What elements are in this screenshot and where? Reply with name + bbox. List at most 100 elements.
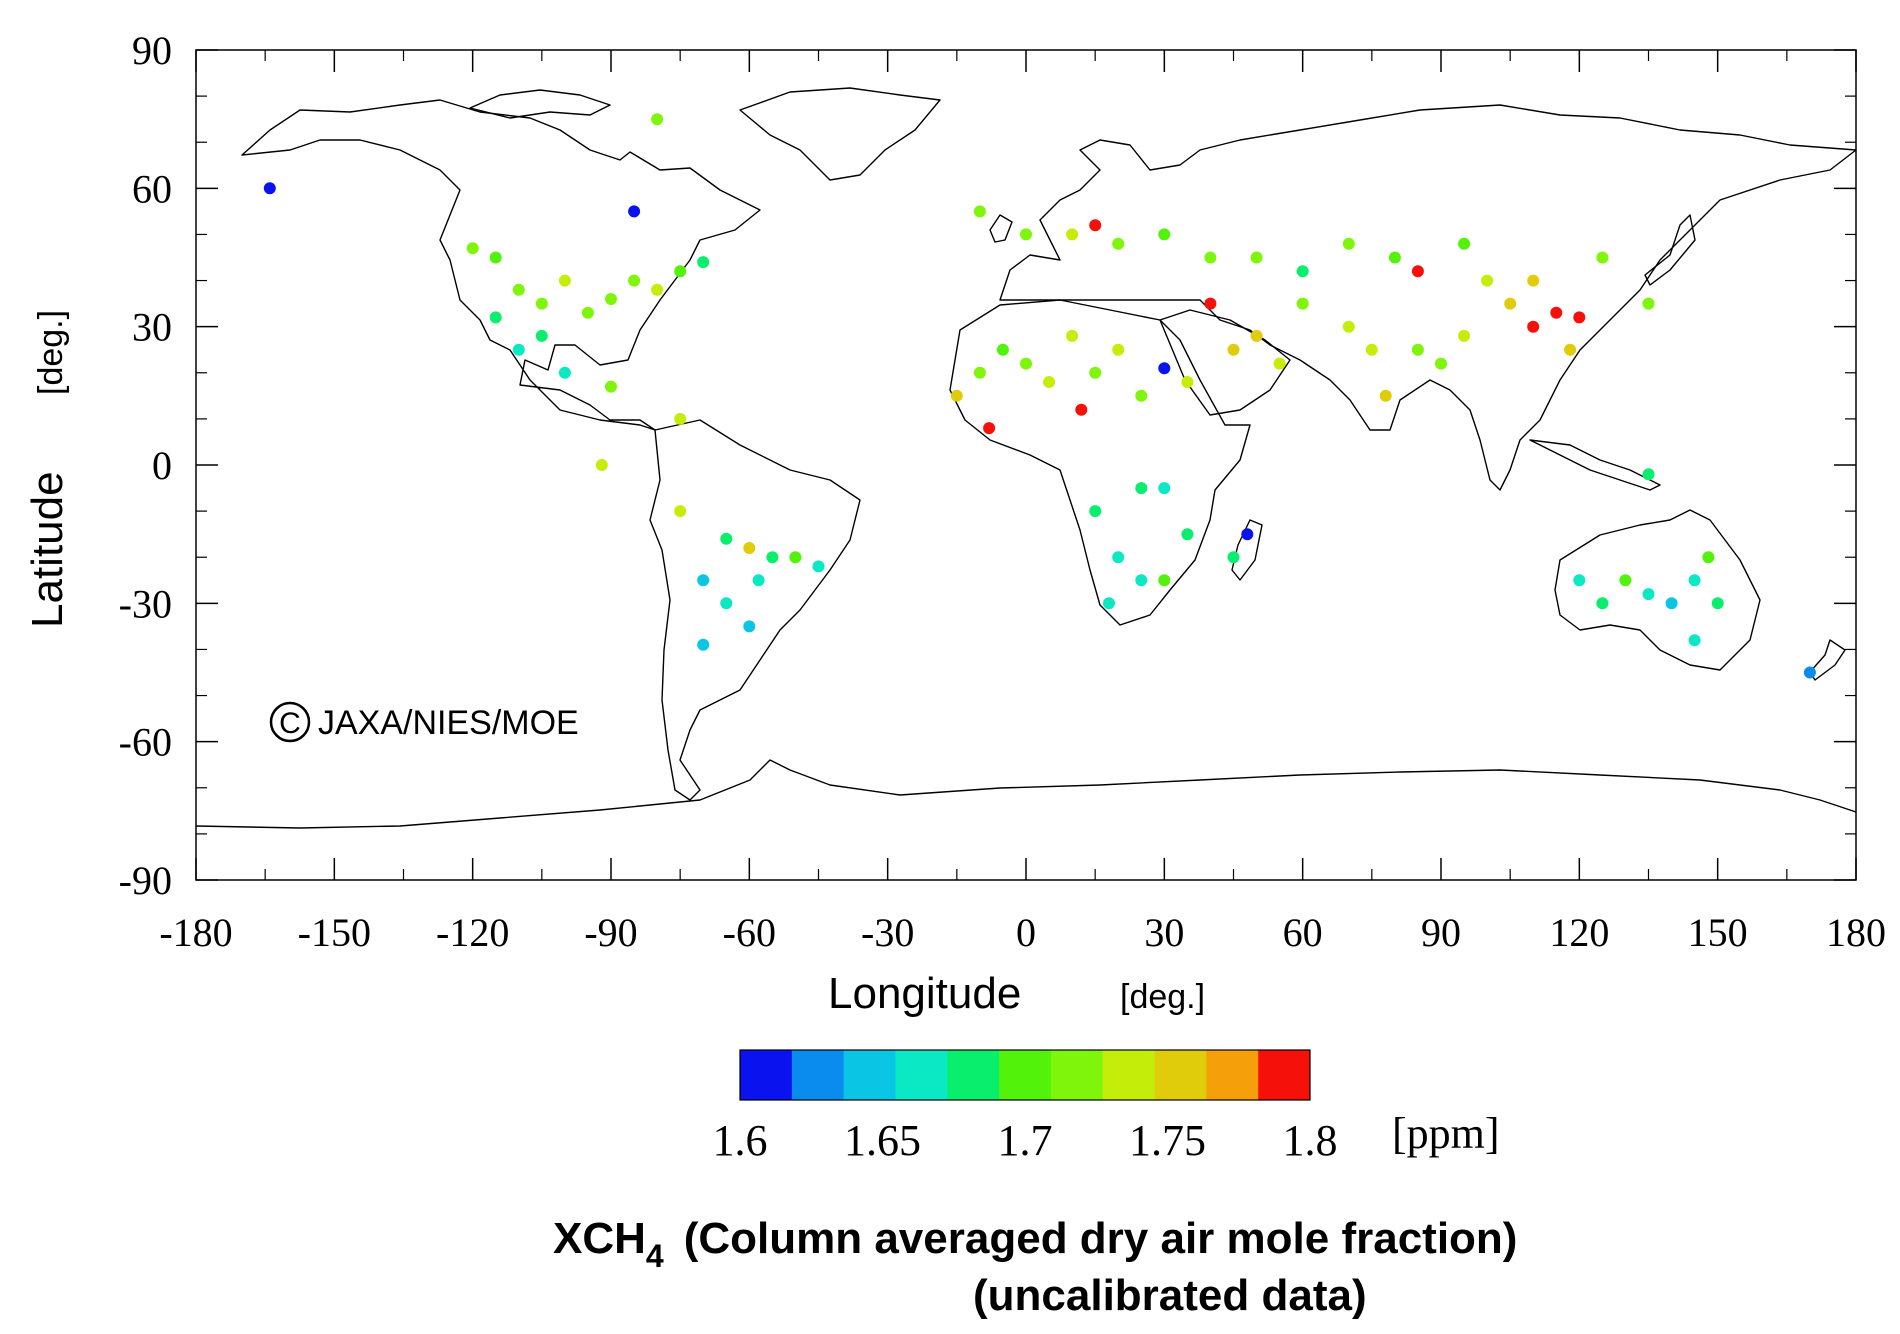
x-axis-label: Longitude	[828, 969, 1021, 1018]
caption-subscript: 4	[646, 1238, 664, 1274]
coastline-greenland	[739, 87, 941, 181]
data-point	[1665, 597, 1678, 610]
x-tick-label: 150	[1688, 910, 1748, 955]
x-tick-label: -60	[723, 910, 776, 955]
x-tick-label: 120	[1549, 910, 1609, 955]
data-point	[752, 574, 765, 587]
data-point	[1296, 297, 1309, 310]
y-tick-label: -60	[119, 720, 172, 765]
colorbar-segment	[791, 1050, 845, 1100]
x-tick-label: -180	[159, 910, 232, 955]
data-point	[535, 297, 548, 310]
data-point	[1573, 311, 1586, 324]
x-tick-label: 90	[1421, 910, 1461, 955]
data-point	[1688, 574, 1701, 587]
colorbar-border	[739, 1049, 1311, 1101]
data-point	[743, 620, 756, 633]
data-point	[812, 560, 825, 573]
colorbar-unit: [ppm]	[1392, 1109, 1500, 1158]
copyright-symbol: C	[279, 707, 301, 740]
x-axis-unit: [deg.]	[1120, 978, 1205, 1016]
data-point	[1458, 329, 1471, 342]
data-point	[1573, 574, 1586, 587]
data-point	[1103, 597, 1115, 610]
data-point	[1075, 403, 1088, 416]
data-point	[1066, 228, 1079, 241]
y-axis-ticks: 90 60 30 0 -30 -60 -90	[119, 28, 1856, 903]
data-point	[535, 329, 548, 342]
data-point	[512, 343, 525, 356]
data-point	[1020, 228, 1032, 241]
data-point	[605, 380, 617, 393]
colorbar-segment	[1258, 1050, 1311, 1100]
y-tick-label: 60	[132, 166, 172, 211]
data-point	[950, 389, 963, 402]
data-point	[595, 459, 608, 471]
coastline-antarctica	[195, 759, 1857, 829]
colorbar-segment	[1102, 1050, 1156, 1100]
data-point	[1702, 551, 1715, 564]
data-point	[674, 412, 687, 425]
caption-line2: (uncalibrated data)	[973, 1271, 1367, 1320]
data-point	[512, 283, 525, 296]
data-point	[1688, 634, 1701, 647]
x-tick-label: 0	[1016, 910, 1036, 955]
data-point	[697, 574, 710, 587]
data-point	[1158, 574, 1171, 587]
data-point	[1711, 597, 1724, 610]
data-point	[996, 343, 1009, 356]
colorbar-tick-label: 1.6	[713, 1116, 768, 1165]
coastline-madagascar	[1231, 519, 1263, 581]
data-point	[1435, 357, 1447, 370]
coastlines	[195, 87, 1857, 829]
caption-symbol: XCH	[553, 1214, 646, 1263]
data-point	[651, 113, 664, 126]
y-tick-label: -90	[119, 858, 172, 903]
data-point	[1550, 306, 1563, 319]
data-point	[628, 205, 641, 218]
x-tick-label: 30	[1144, 910, 1184, 955]
colorbar-segment	[1050, 1050, 1104, 1100]
data-point	[1089, 219, 1102, 232]
data-point	[558, 274, 571, 287]
x-axis-ticks: -180 -150 -120 -90 -60 -30 0 30 60 90 120 150 180	[159, 50, 1886, 955]
data-point	[1135, 574, 1148, 587]
data-point	[1158, 228, 1171, 241]
coastline-arabia	[1159, 309, 1291, 416]
copyright-text: JAXA/NIES/MOE	[318, 704, 579, 742]
data-point	[1342, 320, 1355, 333]
data-point	[1158, 482, 1171, 495]
data-point	[489, 311, 502, 324]
data-point	[1619, 574, 1632, 587]
data-point	[1043, 376, 1056, 388]
data-point	[1527, 320, 1540, 333]
y-axis-label: Latitude	[23, 471, 72, 628]
data-point	[1181, 376, 1194, 388]
data-point	[983, 422, 996, 435]
data-point	[1411, 343, 1424, 356]
data-point	[1204, 251, 1217, 264]
data-point	[1411, 265, 1424, 278]
data-point	[1596, 251, 1609, 264]
measurement-points	[263, 113, 1816, 679]
data-point	[1458, 237, 1471, 250]
data-point	[1642, 468, 1655, 481]
data-point	[1250, 329, 1263, 342]
y-tick-label: 90	[132, 28, 172, 73]
data-point	[466, 242, 479, 255]
colorbar-segment	[740, 1050, 793, 1100]
colorbar-tick-labels: 1.6 1.65 1.7 1.75 1.8	[713, 1116, 1338, 1165]
data-point	[1388, 251, 1401, 264]
data-point	[1481, 274, 1494, 287]
data-point	[1564, 343, 1577, 356]
y-tick-label: 0	[152, 443, 172, 488]
caption-line1: XCH4 (Column averaged dry air mole fracti…	[553, 1214, 1517, 1274]
data-point	[1273, 357, 1286, 370]
coastline-indonesia	[1529, 439, 1661, 491]
data-point	[1596, 597, 1609, 610]
data-point	[1112, 237, 1125, 250]
data-point	[1250, 251, 1263, 264]
data-point	[1066, 329, 1079, 342]
x-tick-label: 180	[1826, 910, 1886, 955]
